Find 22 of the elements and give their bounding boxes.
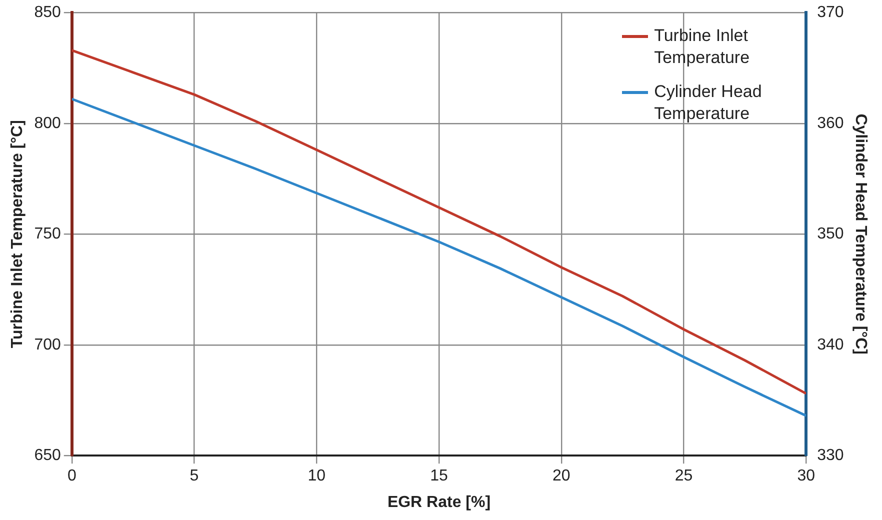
y2-tick-label: 330 — [817, 447, 844, 464]
x-tick-label: 5 — [190, 468, 199, 485]
y2-tick-label: 350 — [817, 226, 844, 243]
y-tick-label: 650 — [34, 447, 61, 464]
y2-tick-label: 340 — [817, 336, 844, 354]
x-axis-title: EGR Rate [%] — [387, 494, 491, 511]
y-tick-label: 800 — [34, 114, 61, 132]
x-tick-label: 10 — [308, 468, 326, 485]
y-tick-label: 700 — [34, 336, 61, 354]
x-tick-label: 25 — [674, 468, 693, 485]
y2-axis-title: Cylinder Head Temperature [°C] — [852, 114, 869, 355]
legend-label: Turbine Inlet Temperature — [654, 24, 751, 69]
x-tick-label: 0 — [67, 468, 76, 485]
y-tick-label: 750 — [34, 226, 61, 243]
y-axis-title: Turbine Inlet Temperature [°C] — [9, 120, 26, 348]
x-tick-label: 15 — [430, 468, 448, 485]
x-tick-label: 20 — [552, 468, 570, 485]
y2-tick-label: 370 — [817, 4, 844, 22]
y2-tick-label: 360 — [817, 114, 844, 132]
x-tick-label: 30 — [797, 468, 816, 485]
y-tick-label: 850 — [34, 4, 61, 22]
legend-label: Cylinder Head Temperature — [654, 80, 763, 125]
